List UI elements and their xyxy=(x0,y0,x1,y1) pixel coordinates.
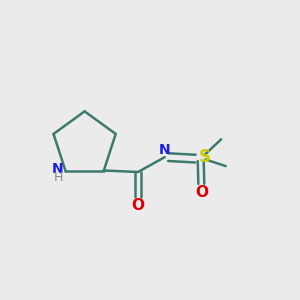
Text: O: O xyxy=(195,185,208,200)
Text: O: O xyxy=(131,198,145,213)
Text: H: H xyxy=(53,170,63,184)
Text: S: S xyxy=(198,148,210,166)
Text: N: N xyxy=(159,143,171,157)
Text: N: N xyxy=(52,162,64,176)
